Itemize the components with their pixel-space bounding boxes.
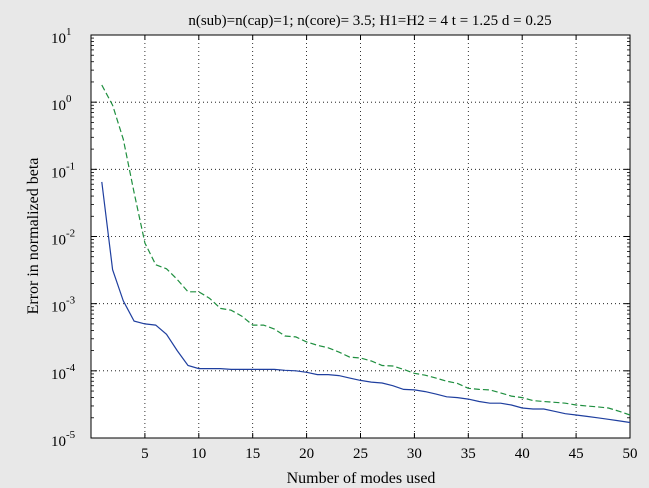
- y-tick-label: 10-1: [51, 160, 75, 181]
- y-tick-label: 10-4: [51, 362, 76, 383]
- y-tick-label-exponent: -3: [66, 295, 76, 307]
- y-axis-label: Error in normalized beta: [25, 158, 42, 315]
- series-line-solid-blue: [101, 181, 631, 424]
- y-tick-label-exponent: -1: [66, 160, 75, 172]
- x-axis-label: Number of modes used: [287, 470, 436, 487]
- x-tick-label: 40: [515, 446, 530, 462]
- x-tick-label: 45: [569, 446, 584, 462]
- series-group: [101, 84, 631, 424]
- y-tick-label: 10-5: [51, 429, 76, 450]
- x-tick-label: 50: [623, 446, 638, 462]
- y-tick-label-base: 10: [51, 367, 66, 383]
- ticks: [91, 34, 631, 439]
- y-tick-label: 101: [51, 26, 72, 47]
- y-tick-label-base: 10: [51, 300, 66, 316]
- y-tick-label-base: 10: [51, 434, 66, 450]
- y-tick-label: 10-2: [51, 228, 75, 249]
- y-tick-label-base: 10: [51, 31, 66, 47]
- x-tick-label: 15: [245, 446, 260, 462]
- chart-title: n(sub)=n(cap)=1; n(core)= 3.5; H1=H2 = 4…: [188, 13, 551, 29]
- series-line-dashed-green: [101, 84, 631, 416]
- y-tick-label-base: 10: [51, 165, 66, 181]
- y-tick-label: 10-3: [51, 295, 76, 316]
- y-tick-label-exponent: 1: [66, 26, 72, 38]
- x-tick-label: 5: [141, 446, 149, 462]
- x-tick-labels: 5 10 15 20 25 30 35 40 45 50: [141, 446, 637, 462]
- y-tick-label-exponent: 0: [66, 93, 72, 105]
- y-tick-label-exponent: -2: [66, 228, 75, 240]
- x-tick-label: 30: [407, 446, 422, 462]
- y-tick-label-exponent: -4: [66, 362, 76, 374]
- y-tick-label-base: 10: [51, 233, 66, 249]
- x-tick-label: 20: [299, 446, 314, 462]
- y-tick-label-base: 10: [51, 98, 66, 114]
- y-tick-label-exponent: -5: [66, 429, 76, 441]
- x-tick-label: 25: [353, 446, 368, 462]
- plot-area: [90, 34, 631, 439]
- x-tick-label: 10: [191, 446, 206, 462]
- x-tick-label: 35: [461, 446, 476, 462]
- y-tick-label: 100: [51, 93, 72, 114]
